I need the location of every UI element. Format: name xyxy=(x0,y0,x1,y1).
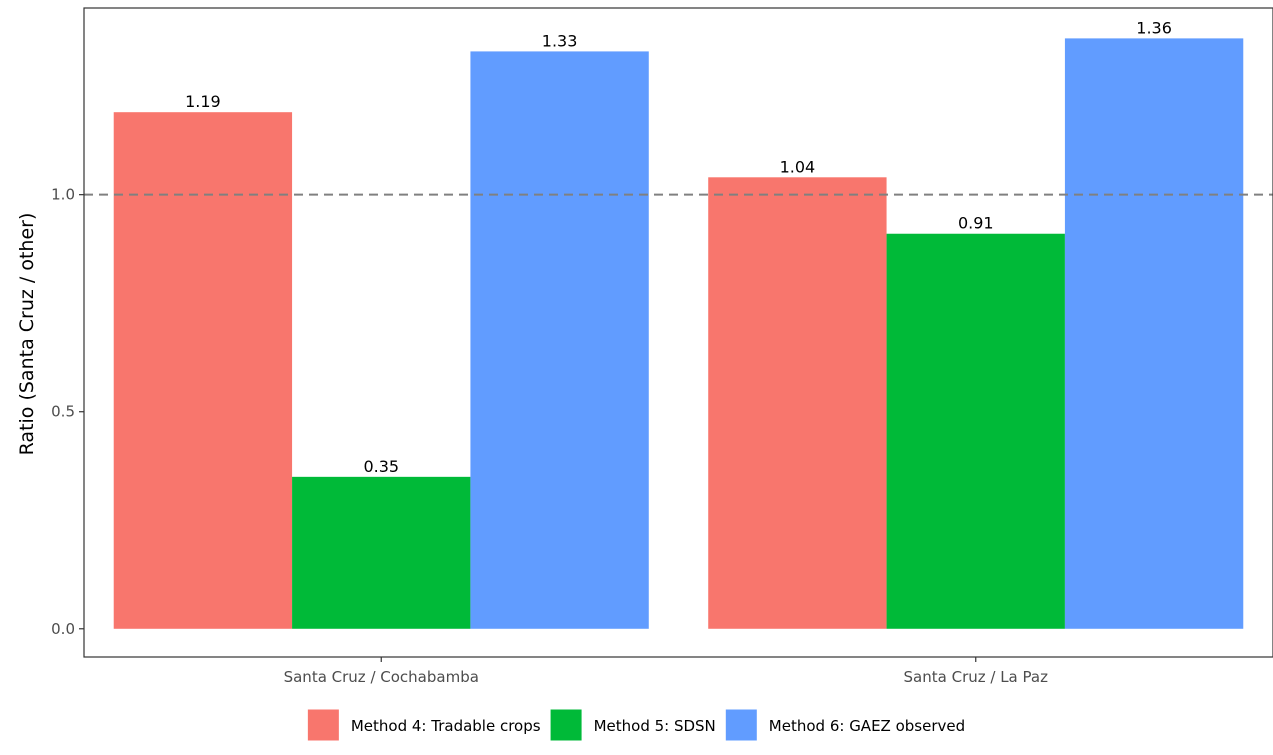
legend-key-method-4-tradable-crops xyxy=(307,709,339,741)
legend-label-method-5-sdsn: Method 5: SDSN xyxy=(594,717,716,735)
x-tick-label-santa-cruz-cochabamba: Santa Cruz / Cochabamba xyxy=(284,668,479,686)
x-tick-label-santa-cruz-la-paz: Santa Cruz / La Paz xyxy=(904,668,1049,686)
legend: Method 4: Tradable crops Method 5: SDSN Me… xyxy=(307,709,965,741)
data-label-method-5-sdsn-santa-cruz-la-paz: 0.91 xyxy=(958,214,994,233)
legend-label-method-6-gaez-observed: Method 6: GAEZ observed xyxy=(769,717,965,735)
data-label-method-5-sdsn-santa-cruz-cochabamba: 0.35 xyxy=(363,457,399,476)
data-label-method-4-tradable-crops-santa-cruz-la-paz: 1.04 xyxy=(780,157,816,176)
bar-method-6-gaez-observed-santa-cruz-la-paz xyxy=(1064,38,1244,629)
legend-label-method-4-tradable-crops: Method 4: Tradable crops xyxy=(351,717,541,735)
y-tick-label: 1.0 xyxy=(51,186,75,204)
bar-method-4-tradable-crops-santa-cruz-cochabamba xyxy=(113,112,293,629)
data-label-method-6-gaez-observed-santa-cruz-la-paz: 1.36 xyxy=(1136,18,1172,37)
bar-method-4-tradable-crops-santa-cruz-la-paz xyxy=(708,177,887,629)
axes-layer: 0.0 0.5 1.0 Santa Cruz / Cochabamba Santa Cr… xyxy=(51,7,1273,686)
data-label-method-4-tradable-crops-santa-cruz-cochabamba: 1.19 xyxy=(185,92,221,111)
y-axis-title: Ratio (Santa Cruz / other) xyxy=(16,213,38,456)
bar-method-5-sdsn-santa-cruz-la-paz xyxy=(886,233,1065,629)
legend-key-method-6-gaez-observed xyxy=(725,709,757,741)
bar-method-5-sdsn-santa-cruz-cochabamba xyxy=(292,476,471,629)
data-label-method-6-gaez-observed-santa-cruz-cochabamba: 1.33 xyxy=(542,31,578,50)
y-tick-label: 0.5 xyxy=(51,403,75,421)
plot-panel-border xyxy=(83,7,1273,658)
y-tick-label: 0.0 xyxy=(51,620,75,638)
data-labels-layer: 1.19 0.35 1.33 1.04 0.91 1.36 xyxy=(185,18,1172,475)
legend-key-method-5-sdsn xyxy=(550,709,582,741)
bar-method-6-gaez-observed-santa-cruz-cochabamba xyxy=(470,51,649,629)
bars-layer xyxy=(113,38,1244,629)
